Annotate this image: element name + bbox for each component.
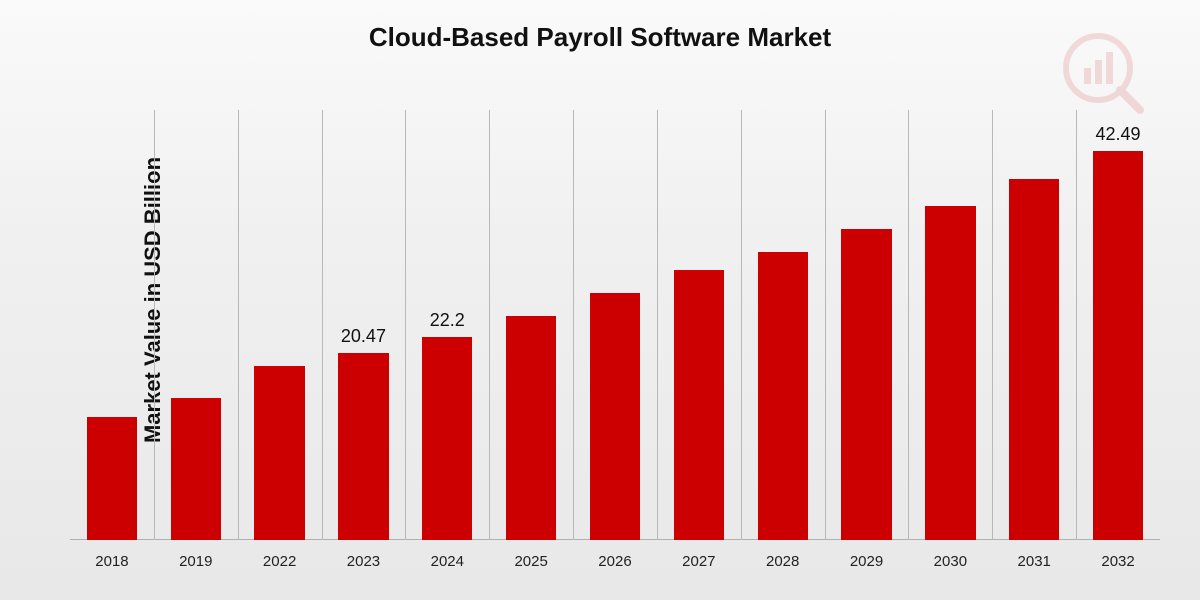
bar — [171, 398, 221, 540]
x-tick-label: 2031 — [992, 553, 1076, 570]
bar-slot: 20.47 — [322, 110, 406, 540]
bar — [87, 417, 137, 541]
bar — [1009, 179, 1059, 540]
grid-line — [154, 110, 155, 540]
bar: 22.2 — [422, 337, 472, 540]
x-tick-label: 2023 — [322, 553, 406, 570]
bar-slot — [992, 110, 1076, 540]
x-tick-label: 2019 — [154, 553, 238, 570]
plot-area: 20.47 22.2 42.49 — [70, 110, 1160, 540]
bar-slot — [908, 110, 992, 540]
grid-line — [238, 110, 239, 540]
x-tick-label: 2027 — [657, 553, 741, 570]
bar — [254, 366, 304, 540]
bar-slot — [238, 110, 322, 540]
grid-line — [322, 110, 323, 540]
x-tick-label: 2029 — [825, 553, 909, 570]
bar — [674, 270, 724, 540]
bar-slot — [741, 110, 825, 540]
x-tick-label: 2032 — [1076, 553, 1160, 570]
chart-title: Cloud-Based Payroll Software Market — [0, 22, 1200, 53]
grid-line — [741, 110, 742, 540]
bar-slot: 22.2 — [405, 110, 489, 540]
grid-line — [489, 110, 490, 540]
bar-slot — [657, 110, 741, 540]
bar-slot — [489, 110, 573, 540]
bar — [758, 252, 808, 540]
x-tick-label: 2028 — [741, 553, 825, 570]
x-axis-ticks: 2018201920222023202420252026202720282029… — [70, 553, 1160, 570]
x-tick-label: 2025 — [489, 553, 573, 570]
bar-slot — [573, 110, 657, 540]
x-tick-label: 2018 — [70, 553, 154, 570]
bar-slot — [825, 110, 909, 540]
bar: 20.47 — [338, 353, 388, 540]
bar-slot: 42.49 — [1076, 110, 1160, 540]
bars-container: 20.47 22.2 42.49 — [70, 110, 1160, 540]
bar: 42.49 — [1093, 151, 1143, 540]
bar-value-label: 20.47 — [341, 326, 386, 347]
grid-line — [405, 110, 406, 540]
bar — [590, 293, 640, 540]
grid-line — [1076, 110, 1077, 540]
watermark-logo-icon — [1058, 28, 1148, 123]
x-tick-label: 2026 — [573, 553, 657, 570]
x-tick-label: 2024 — [405, 553, 489, 570]
bar-value-label: 42.49 — [1096, 124, 1141, 145]
x-tick-label: 2030 — [908, 553, 992, 570]
x-tick-label: 2022 — [238, 553, 322, 570]
grid-line — [908, 110, 909, 540]
grid-line — [825, 110, 826, 540]
bar-slot — [154, 110, 238, 540]
bar — [841, 229, 891, 540]
bar-value-label: 22.2 — [430, 310, 465, 331]
bar — [506, 316, 556, 540]
grid-line — [992, 110, 993, 540]
grid-line — [657, 110, 658, 540]
grid-line — [573, 110, 574, 540]
bar — [925, 206, 975, 540]
bar-slot — [70, 110, 154, 540]
